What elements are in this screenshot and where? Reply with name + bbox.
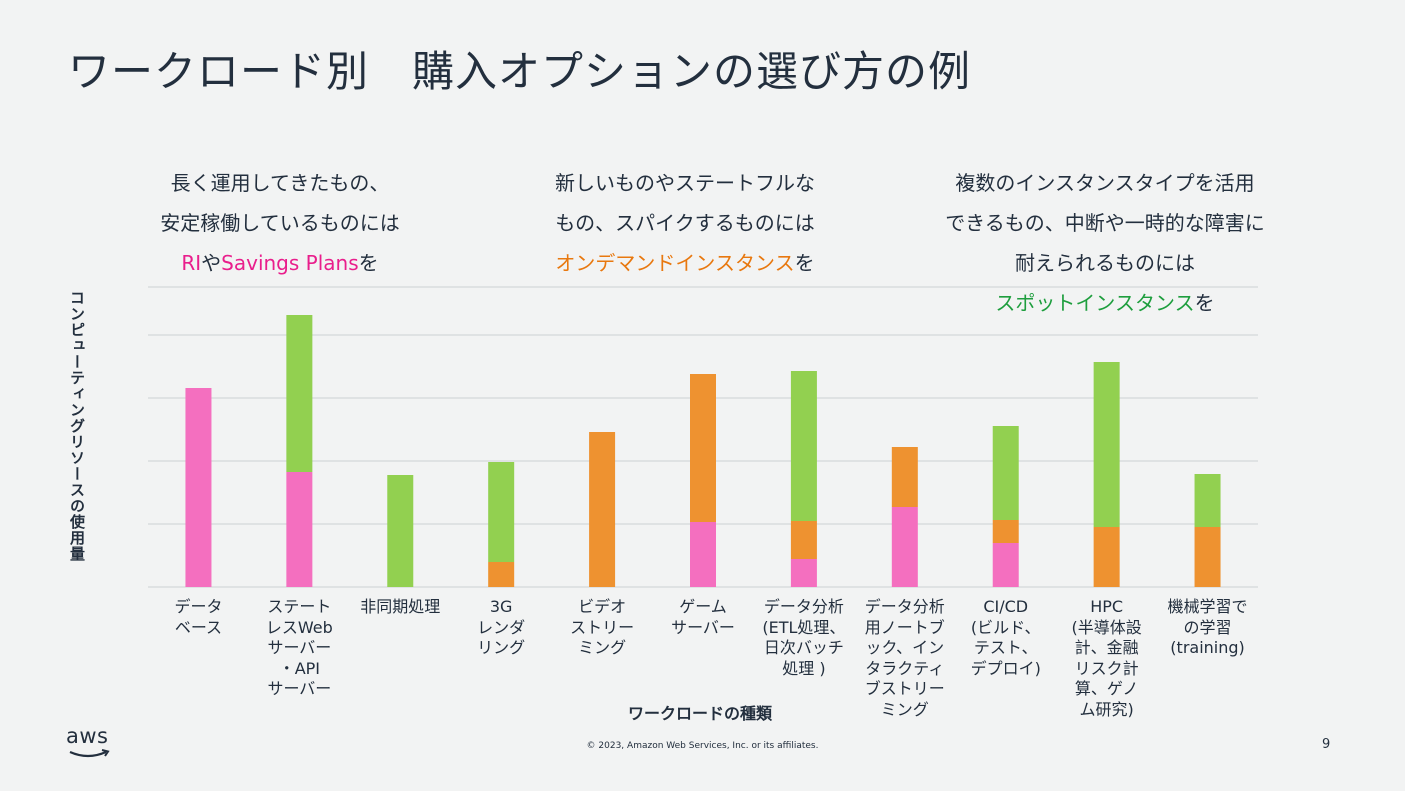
page-number: 9 [1322, 737, 1331, 752]
bar-segment [992, 543, 1019, 587]
x-axis-label: ワークロードの種類 [627, 704, 772, 723]
note-line: できるもの、中断や一時的な障害に [910, 203, 1300, 243]
note-line: RIやSavings Plansを [110, 243, 450, 283]
bar-segment [690, 374, 716, 522]
copyright: © 2023, Amazon Web Services, Inc. or its… [586, 741, 819, 751]
note-line: オンデマンドインスタンスを [505, 243, 865, 283]
x-tick-label: 3G レンダ リング [477, 597, 526, 657]
bar-segment [790, 371, 817, 521]
aws-smile-icon [69, 749, 110, 758]
slide-title: ワークロード別 購入オプションの選び方の例 [68, 47, 972, 96]
note-text: 複数のインスタンスタイプを活用 [955, 171, 1255, 195]
note-line: 耐えられるものには [910, 243, 1300, 283]
x-tick-label: ステート レスWeb サーバー ・API サーバー [265, 597, 333, 698]
note-text: もの、スパイクするものには [555, 211, 815, 235]
bar-segment [1093, 527, 1120, 587]
bar-segment [185, 388, 212, 587]
note-text: を [1194, 291, 1215, 315]
note-line: スポットインスタンスを [910, 283, 1300, 323]
bar-segment [1194, 527, 1221, 587]
note-text: 耐えられるものには [1015, 251, 1195, 275]
note-line: 安定稼働しているものには [110, 203, 450, 243]
aws-logo: aws [66, 726, 114, 760]
note-text: できるもの、中断や一時的な障害に [945, 211, 1265, 235]
note-text: を [358, 251, 379, 275]
note-text: Savings Plans [221, 251, 359, 275]
x-tick-label: 機械学習で の学習 (training) [1167, 597, 1248, 657]
note-text: オンデマンドインスタンス [555, 251, 795, 275]
bar-segment [387, 475, 414, 587]
note-text: 新しいものやステートフルな [555, 171, 815, 195]
note-line: 長く運用してきたもの、 [110, 163, 450, 203]
note-line: 複数のインスタンスタイプを活用 [910, 163, 1300, 203]
x-tick-label: HPC (半導体設 計、金融 リスク計 算、ゲノ ム研究) [1071, 597, 1142, 719]
x-tick-label: ビデオ ストリー ミング [570, 597, 635, 657]
bar-segment [992, 520, 1019, 543]
note-text: RI [181, 251, 202, 275]
aws-logo-text: aws [66, 724, 109, 748]
bar-segment [488, 562, 515, 587]
note-line: もの、スパイクするものには [505, 203, 865, 243]
note-spot: 複数のインスタンスタイプを活用 できるもの、中断や一時的な障害に 耐えられるものには… [910, 163, 1300, 323]
note-ri-savings-plans: 長く運用してきたもの、 安定稼働しているものには RIやSavings Plansを [110, 163, 450, 283]
x-tick-label: ゲーム サーバー [671, 597, 735, 637]
x-tick-label: データ ベース [174, 597, 223, 637]
x-tick-label: データ分析 用ノートブ ック、イン タラクティ ブストリー ミング [864, 597, 945, 719]
bar-segment [992, 426, 1019, 520]
bar-segment [286, 472, 313, 587]
x-tick-label: 非同期処理 [360, 597, 441, 616]
note-text: 長く運用してきたもの、 [170, 171, 390, 195]
bar-segment [286, 315, 313, 472]
note-text: や [201, 251, 222, 275]
x-tick-label: データ分析 (ETL処理、 日次バッチ 処理 ) [762, 597, 846, 678]
bar-segment [891, 447, 918, 507]
note-text: を [794, 251, 815, 275]
bar-segment [790, 559, 817, 587]
bar-segment [1093, 362, 1120, 527]
y-axis-label: コンピューティングリソースの使用量 [68, 290, 86, 562]
bar-segment [488, 462, 515, 562]
chart-bars [185, 315, 1221, 587]
note-text: スポットインスタンス [995, 291, 1195, 315]
bar-segment [690, 522, 716, 587]
bar-segment [891, 507, 918, 587]
x-tick-label: CI/CD (ビルド、 テスト、 デプロイ) [970, 597, 1041, 678]
bar-segment [589, 432, 616, 587]
bar-segment [1194, 474, 1221, 527]
note-line: 新しいものやステートフルな [505, 163, 865, 203]
note-on-demand: 新しいものやステートフルな もの、スパイクするものには オンデマンドインスタンスを [505, 163, 865, 283]
bar-segment [790, 521, 817, 559]
note-text: 安定稼働しているものには [160, 211, 400, 235]
